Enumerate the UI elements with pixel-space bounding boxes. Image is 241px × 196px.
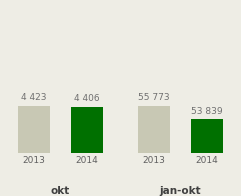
Text: 55 773: 55 773 (138, 93, 170, 102)
Bar (191, 119, 223, 196)
Bar (71, 107, 103, 196)
Text: 53 839: 53 839 (191, 106, 223, 115)
Bar (138, 106, 170, 196)
Text: okt: okt (51, 186, 70, 196)
Bar (18, 106, 50, 196)
Text: 4 406: 4 406 (74, 94, 100, 103)
Text: 4 423: 4 423 (21, 93, 47, 102)
Text: jan-okt: jan-okt (160, 186, 201, 196)
